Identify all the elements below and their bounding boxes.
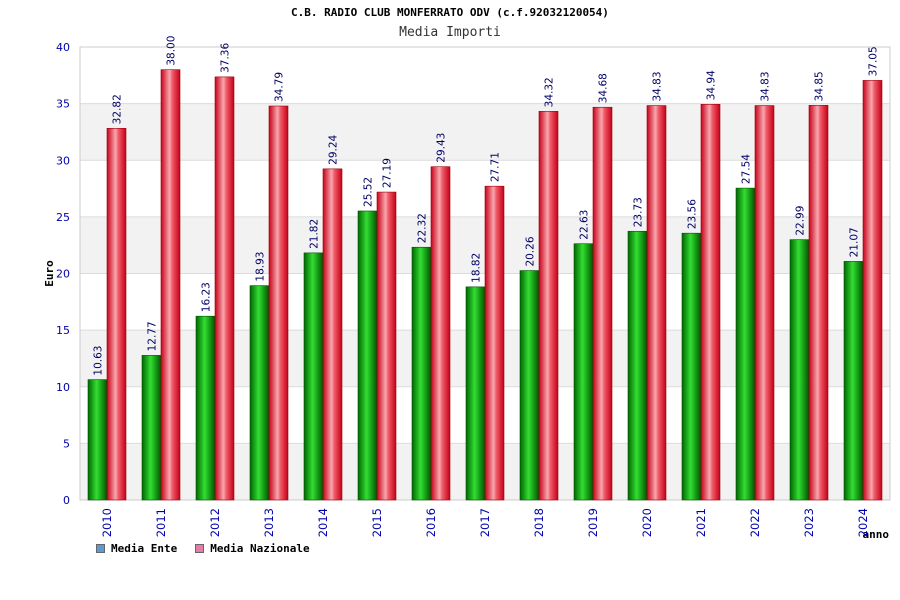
- data-label: 12.77: [147, 321, 159, 351]
- data-label: 21.07: [849, 227, 861, 257]
- legend-label-media-nazionale: Media Nazionale: [210, 542, 310, 555]
- bar-media-ente: [87, 379, 108, 501]
- bar-media-ente: [303, 252, 324, 501]
- bar-media-nazionale: [268, 105, 289, 501]
- bar-media-nazionale: [430, 166, 451, 501]
- bar-media-ente: [519, 270, 540, 501]
- y-tick-label: 10: [56, 381, 70, 394]
- bar-media-ente: [573, 243, 594, 501]
- x-tick-label: 2017: [478, 508, 492, 537]
- x-tick-label: 2012: [208, 508, 222, 537]
- legend: Media Ente Media Nazionale: [96, 542, 310, 555]
- y-tick-label: 0: [63, 494, 70, 507]
- bar-media-nazionale: [862, 80, 883, 501]
- y-axis-label: Euro: [43, 260, 56, 287]
- x-tick-label: 2016: [424, 508, 438, 537]
- legend-swatch-media-nazionale: [195, 544, 205, 553]
- data-label: 21.82: [309, 219, 321, 249]
- data-label: 20.26: [525, 236, 537, 266]
- bar-media-nazionale: [646, 105, 667, 501]
- bar-media-nazionale: [700, 104, 721, 501]
- legend-item-media-ente: Media Ente: [96, 542, 177, 555]
- x-tick-label: 2015: [370, 508, 384, 537]
- data-label: 34.85: [814, 71, 826, 101]
- data-label: 16.23: [201, 282, 213, 312]
- bar-media-ente: [411, 246, 432, 501]
- bar-media-nazionale: [592, 106, 613, 501]
- data-label: 29.24: [328, 134, 340, 164]
- bar-media-nazionale: [538, 111, 559, 501]
- bar-media-nazionale: [808, 105, 829, 501]
- data-label: 27.19: [382, 158, 394, 188]
- bar-media-nazionale: [214, 76, 235, 501]
- data-label: 18.82: [471, 253, 483, 283]
- data-label: 29.43: [436, 133, 448, 163]
- bar-media-ente: [195, 315, 216, 501]
- data-label: 23.73: [633, 197, 645, 227]
- legend-label-media-ente: Media Ente: [111, 542, 178, 555]
- data-label: 32.82: [112, 94, 124, 124]
- data-label: 34.83: [760, 71, 772, 101]
- data-label: 25.52: [363, 177, 375, 207]
- x-tick-label: 2014: [316, 508, 330, 537]
- bar-media-ente: [465, 286, 486, 501]
- bar-media-ente: [249, 285, 270, 501]
- x-tick-label: 2018: [532, 508, 546, 537]
- data-label: 18.93: [255, 252, 267, 282]
- data-label: 22.99: [795, 206, 807, 236]
- data-label: 34.83: [652, 71, 664, 101]
- bar-media-nazionale: [376, 191, 397, 501]
- bar-media-nazionale: [322, 168, 343, 501]
- bar-media-ente: [357, 210, 378, 501]
- bar-media-nazionale: [754, 105, 775, 501]
- x-tick-label: 2023: [802, 508, 816, 537]
- y-tick-label: 25: [56, 211, 70, 224]
- data-label: 10.63: [93, 346, 105, 376]
- bar-media-ente: [681, 232, 702, 501]
- x-tick-label: 2020: [640, 508, 654, 537]
- x-tick-label: 2013: [262, 508, 276, 537]
- legend-item-media-nazionale: Media Nazionale: [195, 542, 310, 555]
- bar-media-nazionale: [484, 185, 505, 501]
- y-tick-label: 40: [56, 41, 70, 54]
- x-tick-label: 2010: [100, 508, 114, 537]
- y-tick-label: 35: [56, 98, 70, 111]
- y-tick-label: 5: [63, 437, 70, 450]
- data-label: 34.79: [274, 72, 286, 102]
- data-label: 22.32: [417, 213, 429, 243]
- bar-media-ente: [735, 187, 756, 501]
- x-tick-label: 2022: [748, 508, 762, 537]
- x-tick-label: 2019: [586, 508, 600, 537]
- x-tick-label: 2011: [154, 508, 168, 537]
- bar-media-ente: [627, 230, 648, 501]
- data-label: 34.68: [598, 73, 610, 103]
- y-tick-label: 30: [56, 154, 70, 167]
- data-label: 38.00: [166, 36, 178, 66]
- data-label: 22.63: [579, 210, 591, 240]
- data-label: 37.36: [220, 43, 232, 73]
- chart-title: C.B. RADIO CLUB MONFERRATO ODV (c.f.9203…: [291, 6, 609, 19]
- y-tick-label: 20: [56, 268, 70, 281]
- data-label: 27.71: [490, 152, 502, 182]
- x-axis-label: anno: [863, 528, 890, 541]
- chart-subtitle: Media Importi: [399, 25, 501, 40]
- data-label: 37.05: [868, 46, 880, 76]
- bar-media-ente: [789, 239, 810, 501]
- data-label: 34.94: [706, 70, 718, 100]
- data-label: 34.32: [544, 77, 556, 107]
- data-label: 23.56: [687, 199, 699, 229]
- bar-media-nazionale: [106, 128, 127, 501]
- bar-media-ente: [843, 261, 864, 501]
- x-tick-label: 2021: [694, 508, 708, 537]
- legend-swatch-media-ente: [96, 544, 105, 553]
- data-label: 27.54: [741, 154, 753, 184]
- bar-media-nazionale: [160, 69, 181, 501]
- bar-media-ente: [141, 355, 162, 501]
- y-tick-label: 15: [56, 324, 70, 337]
- x-tick-label: 2024: [856, 508, 870, 537]
